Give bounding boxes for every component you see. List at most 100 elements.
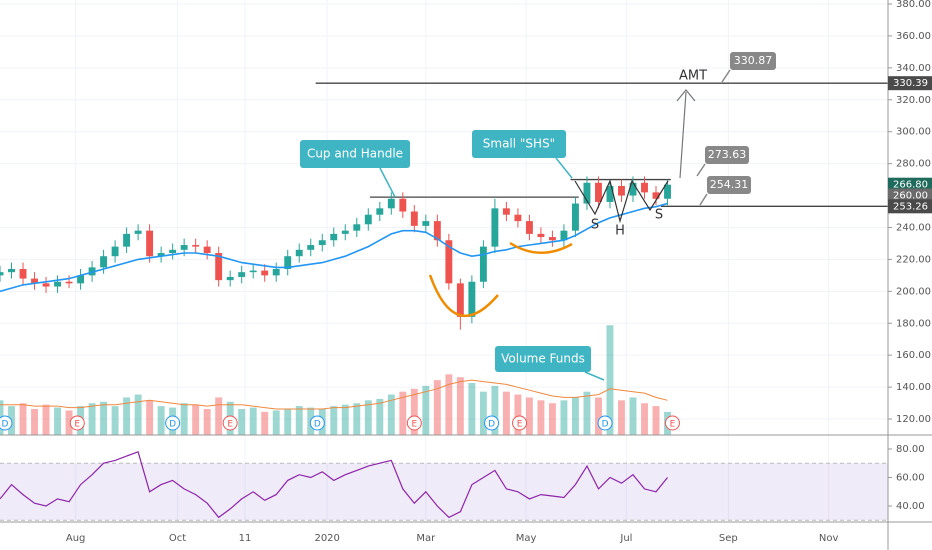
volume-bar — [272, 410, 280, 435]
candle-body — [238, 272, 246, 277]
volume-bar — [606, 325, 614, 435]
x-tick-label: Nov — [819, 533, 839, 544]
y-tick-label: 380.00 — [896, 0, 931, 10]
candle-body — [42, 283, 50, 287]
callout-pointer — [696, 163, 706, 177]
volume-bar — [42, 404, 50, 435]
candle-body — [514, 214, 522, 222]
volume-bar — [387, 394, 395, 435]
candle-body — [456, 283, 464, 317]
candle-body — [134, 230, 142, 234]
event-label: E — [670, 420, 676, 430]
event-marker — [309, 415, 325, 431]
volume-bar — [180, 403, 188, 435]
y-tick-label: 320.00 — [896, 95, 931, 106]
volume-bar — [376, 398, 384, 435]
volume-bar — [479, 391, 487, 435]
candle-body — [491, 208, 499, 247]
price-tag-label: 266.80 — [893, 180, 928, 191]
y-tick-label: 180.00 — [896, 318, 931, 329]
price-tag — [888, 76, 932, 91]
volume-bar — [134, 394, 142, 435]
volume-bar — [238, 409, 246, 435]
handle-curve — [509, 241, 573, 254]
event-label: E — [517, 420, 523, 430]
volume-bar — [560, 400, 568, 435]
volume-bar — [491, 385, 499, 435]
x-tick-label: Sep — [719, 533, 738, 544]
volume-bar — [583, 391, 591, 435]
volume-bar — [65, 410, 73, 435]
candle-body — [111, 246, 119, 257]
moving-average — [0, 202, 668, 293]
price-tag — [888, 199, 932, 214]
candle-body — [284, 256, 292, 269]
callout-box — [300, 140, 410, 168]
y-tick-label: 360.00 — [896, 31, 931, 42]
candle-body — [318, 240, 326, 246]
volume-bar — [468, 383, 476, 435]
candle-body — [548, 237, 556, 241]
event-label: D — [314, 420, 321, 430]
candle-body — [8, 268, 15, 273]
candle-body — [537, 233, 545, 238]
x-tick-label: 11 — [239, 533, 252, 544]
volume-bar — [284, 409, 292, 435]
x-tick-label: Mar — [416, 533, 436, 544]
volume-bar — [100, 401, 108, 435]
volume-bar — [19, 403, 27, 435]
candle-body — [410, 211, 418, 226]
candle-body — [376, 208, 384, 215]
candle-body — [215, 253, 223, 281]
annotation: Small "SHS" — [483, 137, 555, 151]
candle-body — [330, 233, 338, 241]
volume-bar — [31, 409, 38, 435]
annotation: 273.63 — [708, 148, 747, 161]
rsi-tick-label: 60.00 — [896, 473, 925, 484]
volume-bar — [445, 374, 453, 435]
rsi-tick-label: 80.00 — [896, 444, 925, 455]
volume-bar — [215, 397, 223, 435]
y-tick-label: 280.00 — [896, 159, 931, 170]
y-tick-label: 300.00 — [896, 127, 931, 138]
volume-bar — [514, 394, 522, 435]
callout-box — [730, 52, 776, 70]
candle-body — [341, 230, 349, 234]
x-tick-label: Aug — [66, 533, 86, 544]
candle-body — [652, 192, 660, 199]
candle-body — [433, 221, 441, 241]
candle-body — [525, 221, 533, 234]
candle-body — [261, 270, 269, 276]
candle-body — [560, 230, 568, 241]
annotation: H — [615, 224, 625, 239]
y-tick-label: 340.00 — [896, 63, 931, 74]
candle-body — [249, 270, 257, 273]
volume-bar — [295, 406, 303, 435]
candle-body — [641, 182, 648, 193]
candle-body — [31, 278, 38, 284]
candle-body — [180, 245, 188, 250]
candle-body — [169, 249, 177, 254]
rsi-band — [0, 463, 888, 521]
event-marker — [0, 415, 13, 431]
x-tick-label: 2020 — [314, 533, 339, 544]
candle-body — [399, 198, 407, 212]
volume-bar — [203, 409, 211, 435]
event-marker — [664, 415, 680, 431]
callout-box — [472, 130, 566, 158]
candle-body — [307, 245, 315, 250]
event-label: E — [411, 420, 417, 430]
callout-box — [495, 346, 591, 372]
candle-body — [502, 208, 510, 215]
candle-body — [606, 185, 614, 202]
candle-body — [664, 184, 671, 199]
annotation: 330.87 — [734, 54, 773, 67]
price-tag — [888, 177, 932, 192]
volume-bar — [433, 380, 441, 435]
volume-bar — [652, 406, 660, 435]
arrow-line — [679, 91, 687, 179]
y-tick-label: 120.00 — [896, 414, 931, 425]
volume-ma-line — [0, 379, 668, 410]
candle-body — [583, 182, 591, 204]
